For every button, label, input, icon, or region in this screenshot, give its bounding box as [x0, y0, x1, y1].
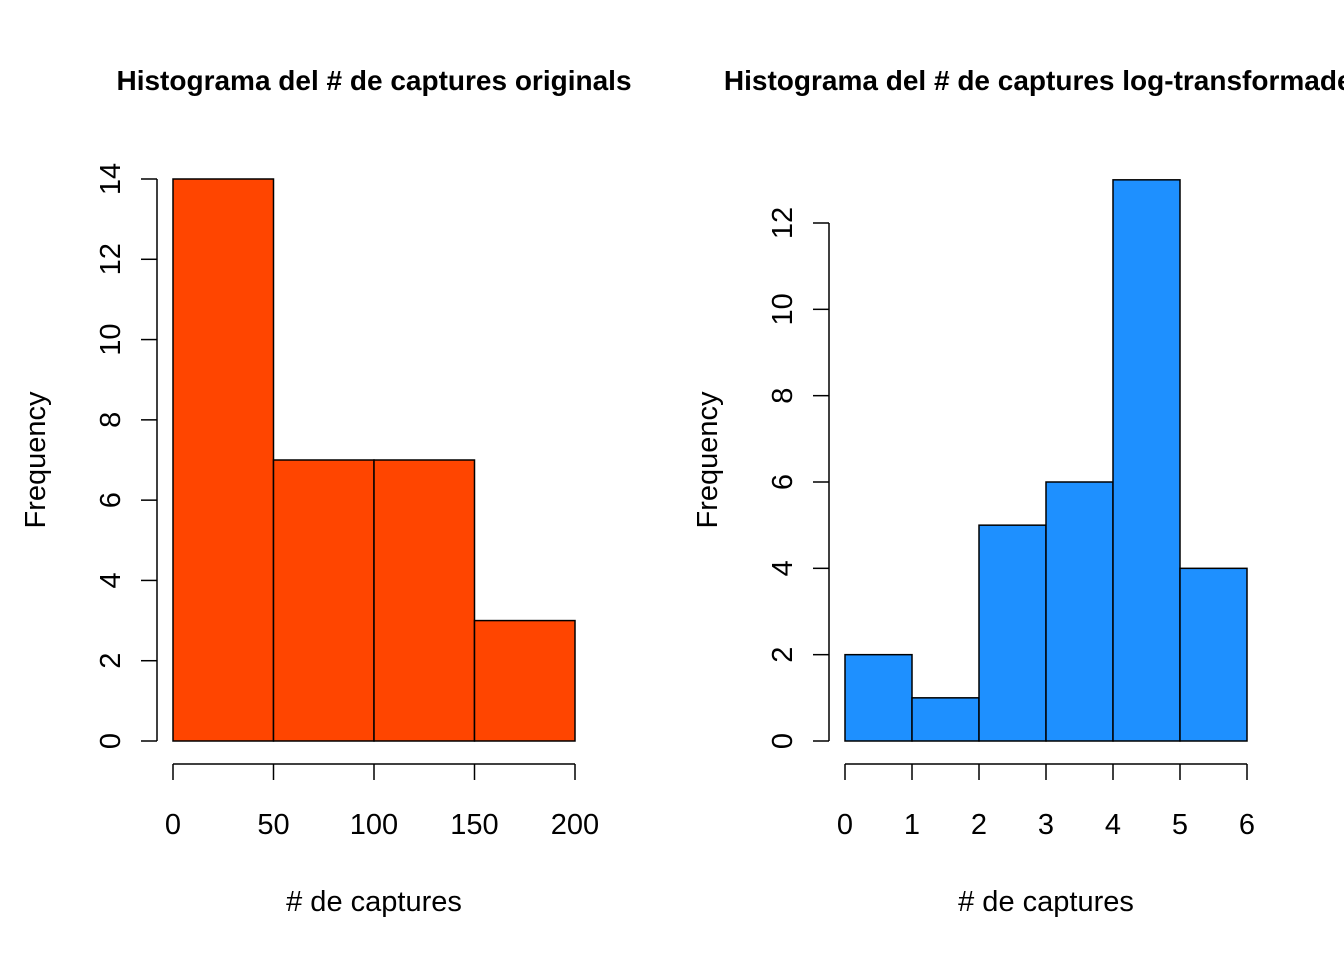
- histogram-panel-2: Histograma del # de captures log-transfo…: [692, 65, 1344, 918]
- histogram-bar: [272, 459, 375, 742]
- x-tick-label: 1: [904, 809, 920, 841]
- chart-title: Histograma del # de captures log-transfo…: [724, 65, 1344, 96]
- x-tick-label: 0: [165, 809, 181, 841]
- x-tick-label: 6: [1239, 809, 1255, 841]
- y-tick-label: 2: [767, 647, 799, 663]
- x-tick-label: 200: [551, 809, 599, 841]
- y-tick-label: 4: [95, 572, 127, 588]
- y-axis-label: Frequency: [692, 391, 724, 529]
- x-tick-label: 3: [1038, 809, 1054, 841]
- y-tick-label: 10: [767, 293, 799, 325]
- x-tick-label: 2: [971, 809, 987, 841]
- y-tick-label: 6: [95, 492, 127, 508]
- histogram-bar: [473, 619, 576, 742]
- x-tick-label: 100: [350, 809, 398, 841]
- y-tick-label: 8: [95, 412, 127, 428]
- histogram-bar: [1179, 567, 1248, 742]
- y-tick-label: 2: [95, 653, 127, 669]
- histogram-bar: [978, 524, 1047, 742]
- histogram-panel-1: Histograma del # de captures originals 0 2…: [20, 65, 632, 918]
- histogram-bar: [1112, 179, 1181, 742]
- y-tick-label: 12: [95, 243, 127, 275]
- y-tick-label: 0: [767, 733, 799, 749]
- y-tick-label: 14: [95, 163, 127, 195]
- y-tick-label: 4: [767, 560, 799, 576]
- x-tick-label: 50: [257, 809, 289, 841]
- x-tick-label: 4: [1105, 809, 1121, 841]
- y-tick-label: 12: [767, 207, 799, 239]
- x-axis-label: # de captures: [286, 886, 462, 918]
- x-tick-label: 0: [837, 809, 853, 841]
- y-tick-label: 10: [95, 323, 127, 355]
- x-tick-label: 150: [450, 809, 498, 841]
- x-tick-label: 5: [1172, 809, 1188, 841]
- histogram-bar: [844, 653, 913, 742]
- y-tick-label: 6: [767, 474, 799, 490]
- histogram-bar: [1045, 481, 1114, 742]
- histogram-bar: [172, 178, 275, 742]
- y-tick-label: 0: [95, 733, 127, 749]
- x-axis-label: # de captures: [958, 886, 1134, 918]
- y-axis-label: Frequency: [20, 391, 52, 529]
- chart-title: Histograma del # de captures originals: [116, 65, 631, 96]
- y-tick-label: 8: [767, 388, 799, 404]
- histogram-bar: [911, 697, 980, 742]
- histogram-bar: [373, 459, 476, 742]
